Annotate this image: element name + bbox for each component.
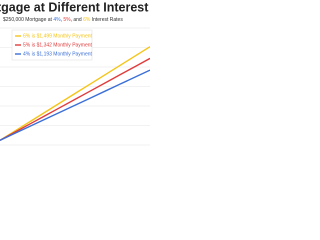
legend-box bbox=[11, 29, 93, 61]
legend: 6% is $1,499 Monthly Payment 5% is $1,342… bbox=[15, 33, 93, 57]
lines bbox=[0, 46, 150, 141]
subtitle-part: Interest Rates bbox=[90, 17, 123, 23]
legend-label: 5% is $1,342 Monthly Payment bbox=[23, 42, 93, 48]
series-line bbox=[0, 46, 150, 141]
legend-label: 4% is $1,193 Monthly Payment bbox=[23, 51, 93, 57]
subtitle-part: $250,000 Mortgage at bbox=[3, 17, 53, 23]
chart: tgage at Different Interest $250,000 Mor… bbox=[0, 0, 150, 150]
subtitle-part: , bbox=[61, 17, 64, 23]
legend-label: 6% is $1,499 Monthly Payment bbox=[23, 33, 93, 39]
chart-title: tgage at Different Interest bbox=[0, 0, 149, 14]
subtitle-part: 4% bbox=[53, 17, 61, 23]
subtitle-part: , and bbox=[71, 17, 84, 23]
subtitle-part: 6% bbox=[83, 17, 91, 23]
chart-subtitle: $250,000 Mortgage at 4%, 5%, and 6% Inte… bbox=[3, 17, 123, 23]
series-line bbox=[0, 57, 150, 141]
series-line bbox=[0, 69, 150, 141]
subtitle-part: 5% bbox=[63, 17, 71, 23]
